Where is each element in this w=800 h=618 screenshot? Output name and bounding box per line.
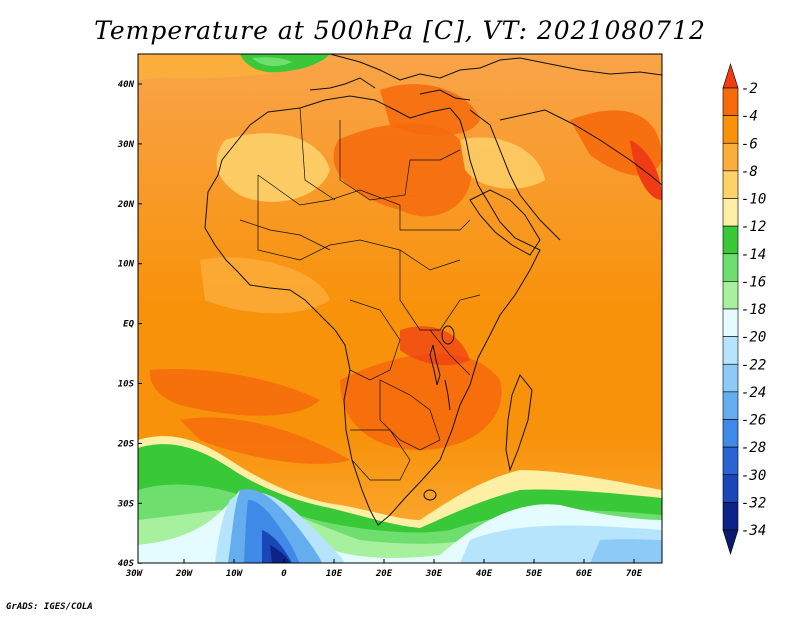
colorbar-label: -30 <box>741 468 766 484</box>
colorbar-bin <box>722 336 739 365</box>
x-tick-label: 60E <box>576 569 593 579</box>
colorbar-label: -10 <box>741 192 766 208</box>
x-tick-label: 0 <box>281 569 287 579</box>
colorbar-bin <box>722 474 739 503</box>
temperature-field <box>138 54 662 563</box>
x-tick-label: 30E <box>425 569 443 579</box>
colorbar-bin <box>722 502 739 531</box>
x-tick-label: 50E <box>526 569 543 579</box>
colorbar-label: -6 <box>741 136 758 152</box>
x-tick-label: 20E <box>375 569 393 579</box>
colorbar-bin <box>722 446 739 476</box>
y-tick-label: EQ <box>123 320 134 330</box>
colorbar: -2 -4 -6 -8 -10 -12 -14 -16 -18 -20 -22 -24 -26 -28 -3… <box>722 62 766 556</box>
x-tick-label: 70E <box>626 569 643 579</box>
x-tick-label: 10W <box>226 569 244 579</box>
country-borders <box>239 107 481 481</box>
x-tick-label: 40E <box>476 569 493 579</box>
colorbar-bin <box>722 391 739 420</box>
colorbar-label: -8 <box>741 164 758 180</box>
x-tick-label: 30W <box>125 569 144 579</box>
colorbar-bin <box>722 363 739 393</box>
colorbar-bin <box>722 281 739 310</box>
y-tick-label: 40S <box>118 559 135 569</box>
colorbar-label: -12 <box>741 219 766 235</box>
colorbar-bin <box>722 170 739 199</box>
plot-frame <box>137 53 663 564</box>
colorbar-label: -22 <box>741 357 766 373</box>
colorbar-bin <box>722 87 739 116</box>
colorbar-top-arrow <box>722 62 739 89</box>
colorbar-label: -16 <box>741 274 766 290</box>
y-tick-label: 20S <box>117 439 135 449</box>
colorbar-bin <box>722 225 739 255</box>
y-axis: 40N 30N 20N 10N EQ 10S 20S 30S 40S <box>117 80 142 569</box>
colorbar-label: -34 <box>741 523 766 539</box>
y-tick-label: 30N <box>117 140 135 150</box>
map-title: Temperature at 500hPa [C], VT: 202108071… <box>94 16 706 45</box>
coastlines <box>204 54 662 526</box>
colorbar-bin <box>722 142 739 172</box>
y-tick-label: 10S <box>118 380 135 390</box>
colorbar-bottom-arrow <box>722 529 739 556</box>
colorbar-label: -32 <box>741 495 766 511</box>
colorbar-bin <box>722 253 739 282</box>
y-tick-label: 40N <box>118 80 135 90</box>
colorbar-label: -2 <box>741 81 758 97</box>
x-axis: 30W 20W 10W 0 10E 20E 30E 40E 50E 60E 70E <box>125 559 643 579</box>
colorbar-label: -28 <box>741 440 766 456</box>
colorbar-label: -24 <box>741 385 766 401</box>
colorbar-bin <box>722 419 739 448</box>
colorbar-label: -18 <box>741 302 766 318</box>
colorbar-bin <box>722 198 739 227</box>
y-tick-label: 20N <box>117 200 135 210</box>
colorbar-bin <box>722 115 739 144</box>
x-tick-label: 20W <box>175 569 194 579</box>
y-tick-label: 10N <box>118 260 135 270</box>
colorbar-label: -14 <box>741 247 766 263</box>
colorbar-label: -26 <box>741 413 766 429</box>
colorbar-label: -20 <box>741 330 766 346</box>
footer-credit: GrADS: IGES/COLA <box>6 602 93 612</box>
colorbar-label: -4 <box>741 109 758 125</box>
y-tick-label: 30S <box>117 499 135 509</box>
colorbar-bin <box>722 308 739 337</box>
x-tick-label: 10E <box>326 569 343 579</box>
